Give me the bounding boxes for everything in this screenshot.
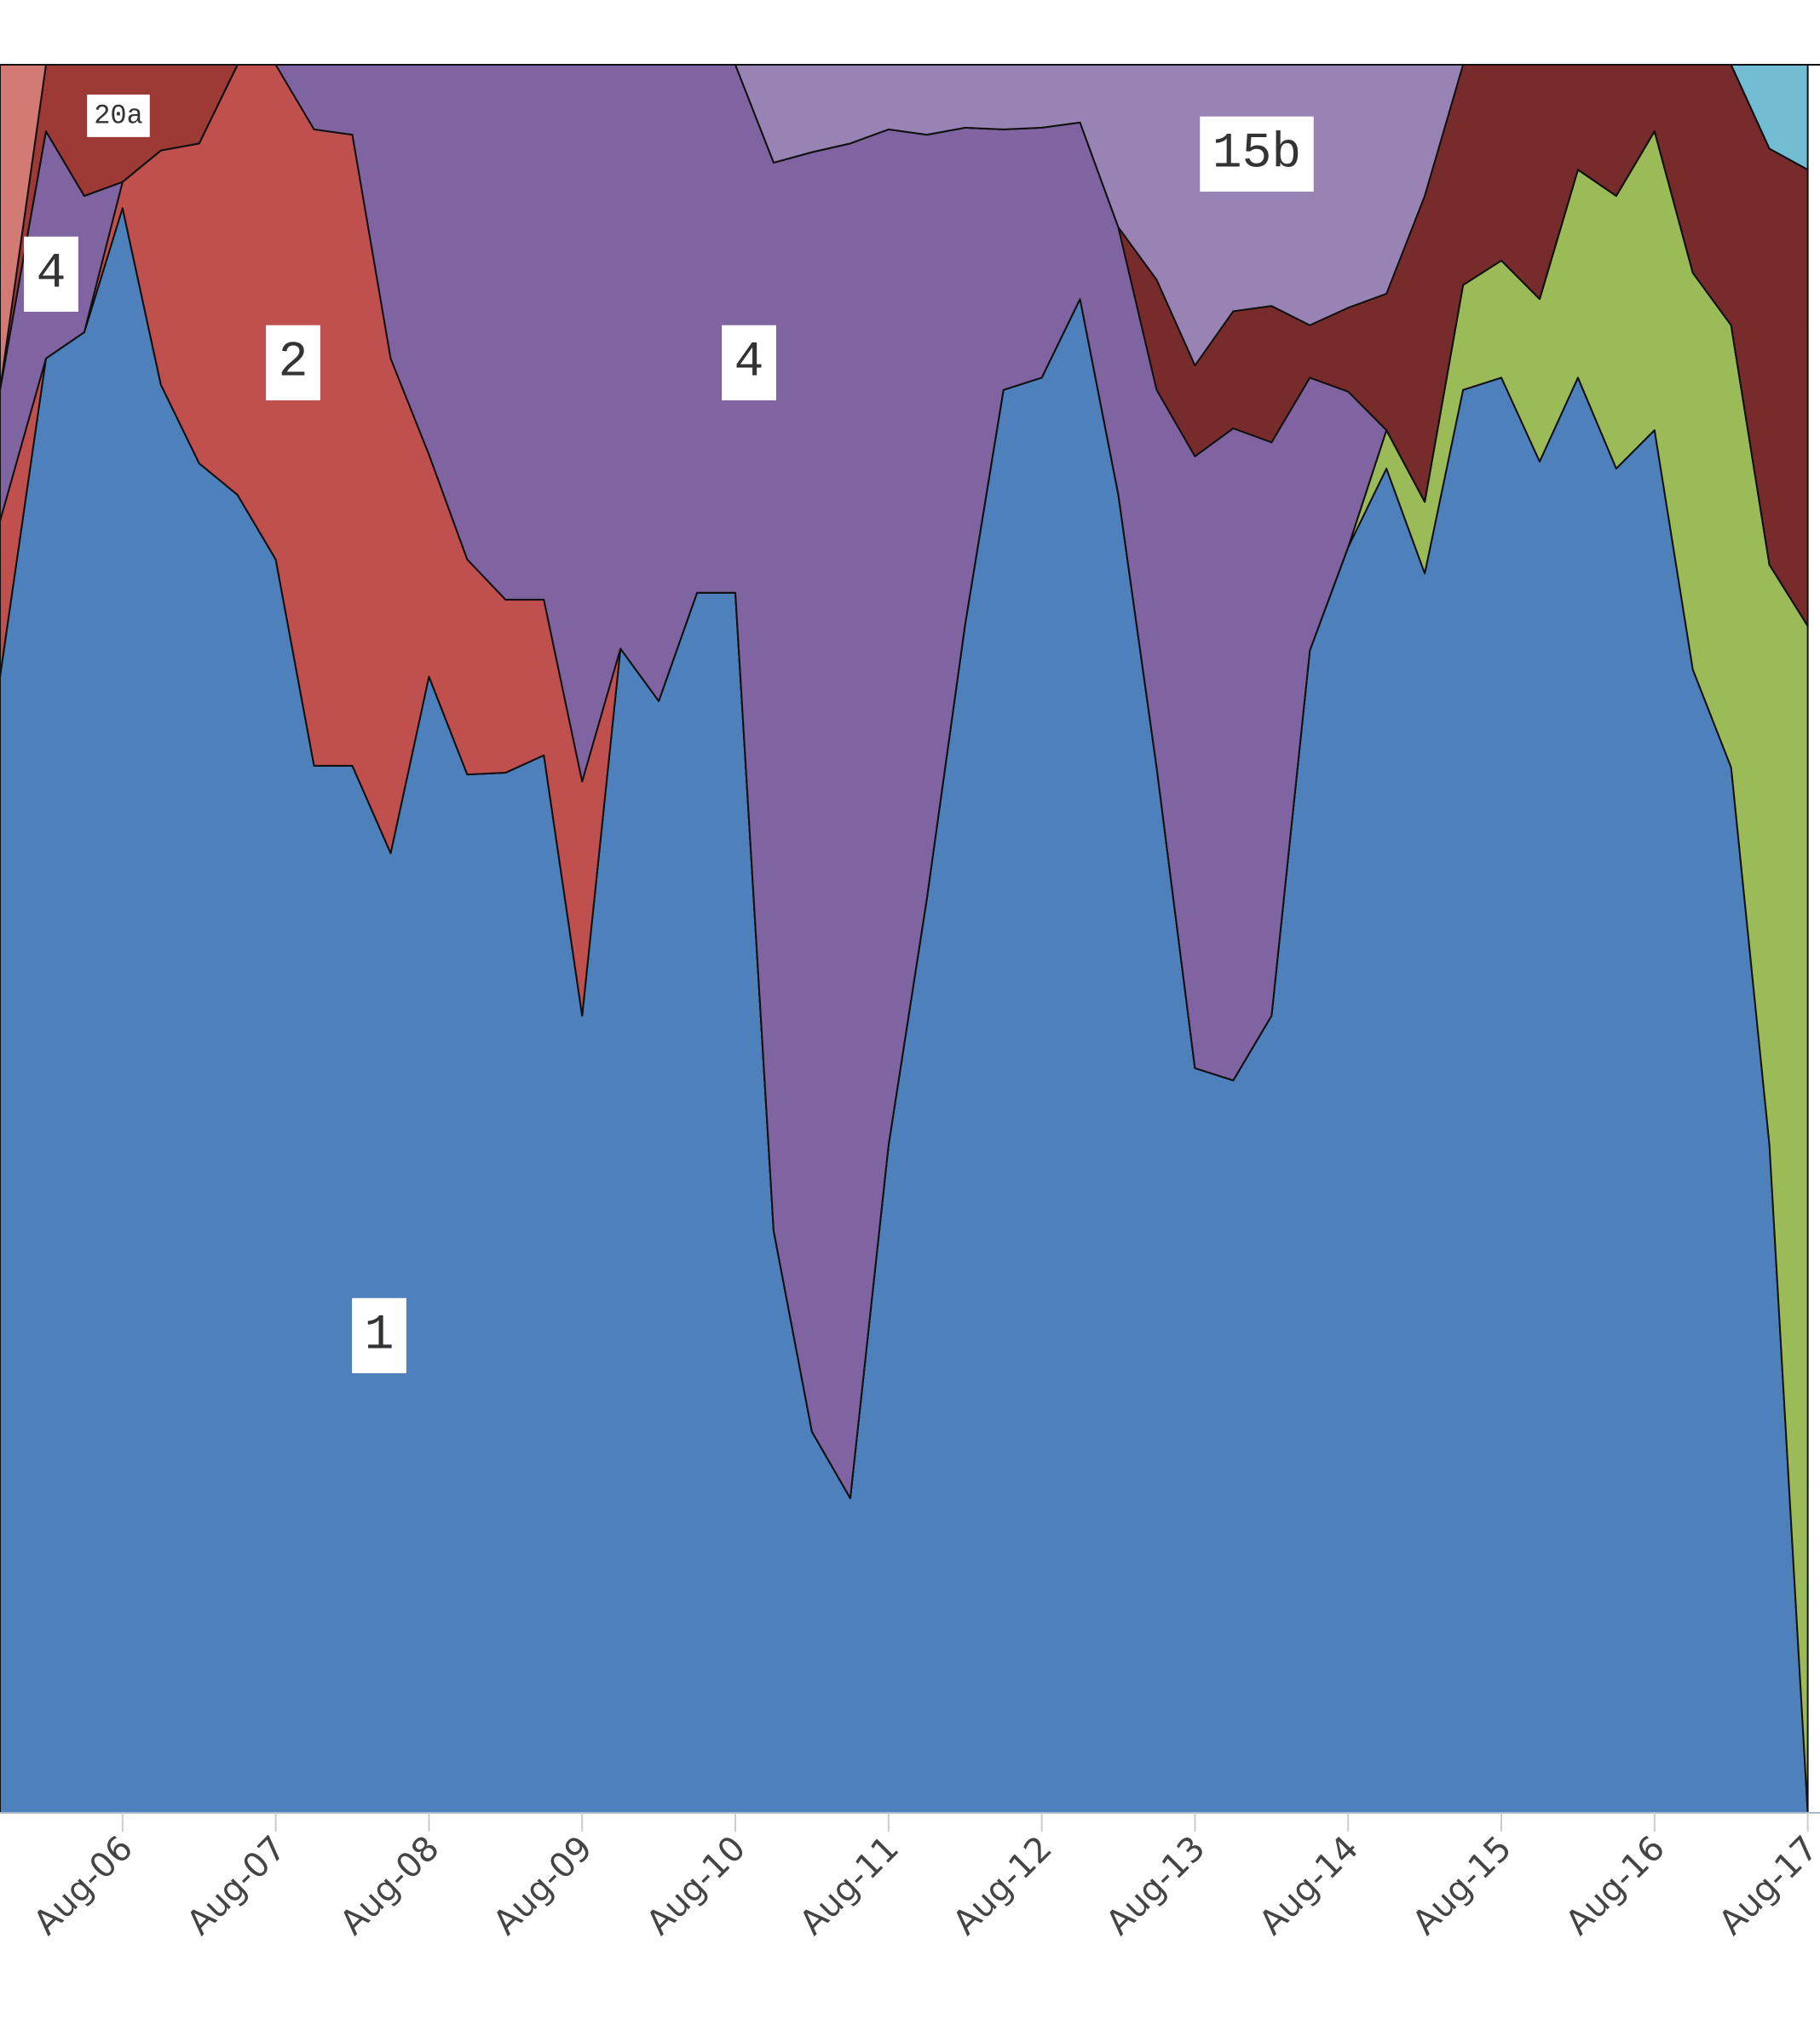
x-tick-label: Aug-15 <box>1405 1829 1519 1943</box>
plot-area <box>0 64 1820 1814</box>
label-text: 4 <box>734 335 764 390</box>
label-text: 20a <box>94 100 143 131</box>
x-tick-label: Aug-16 <box>1558 1829 1673 1943</box>
label-box <box>266 325 320 400</box>
x-tick-label: Aug-13 <box>1099 1829 1213 1943</box>
label-box <box>87 95 150 137</box>
area-label: 15b <box>1200 116 1314 192</box>
label-box <box>1200 116 1314 192</box>
area-label: 1 <box>352 1297 406 1373</box>
x-tick-label: Aug-09 <box>486 1829 600 1943</box>
x-tick-label: Aug-10 <box>639 1829 753 1943</box>
x-tick-label: Aug-17 <box>1712 1829 1820 1943</box>
label-text: 1 <box>365 1308 395 1363</box>
x-tick-label: Aug-08 <box>333 1829 447 1943</box>
label-text: 15b <box>1212 126 1301 181</box>
x-tick-label: Aug-06 <box>26 1829 141 1943</box>
area-labels: 1 2 4 4 15b 20a <box>24 95 1314 1373</box>
x-tick-label: Aug-14 <box>1252 1829 1366 1943</box>
label-box <box>352 1297 406 1373</box>
label-box <box>24 236 78 312</box>
area-label: 4 <box>722 325 776 400</box>
area-label: 2 <box>266 325 320 400</box>
x-tick-label: Aug-07 <box>180 1829 294 1943</box>
area-label: 4 <box>24 236 78 312</box>
label-box <box>722 325 776 400</box>
label-text: 4 <box>37 246 66 302</box>
x-tick-label: Aug-12 <box>946 1829 1060 1943</box>
x-axis: Aug-06 Aug-07 Aug-08 Aug-09 Aug-10 Aug-11 Aug-… <box>0 1812 1820 1943</box>
area-label: 20a <box>87 95 150 137</box>
label-text: 2 <box>279 335 308 390</box>
x-tick-label: Aug-11 <box>792 1829 907 1943</box>
